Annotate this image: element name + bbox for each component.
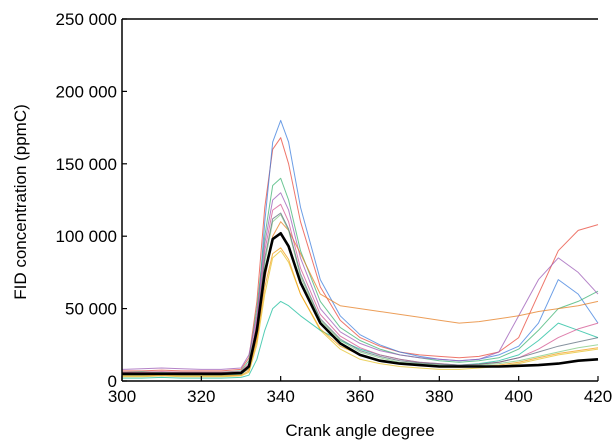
x-tick-label: 340 [266, 387, 294, 406]
y-axis-label: FID concentration (ppmC) [11, 104, 30, 300]
series-line-11 [122, 247, 599, 377]
y-tick-label: 200 000 [56, 82, 117, 101]
series-line-5 [121, 192, 599, 370]
series-line-1 [122, 137, 599, 372]
y-tick-label: 100 000 [56, 227, 117, 246]
y-tick-label: 150 000 [56, 155, 117, 174]
x-tick-label: 400 [504, 387, 532, 406]
series-layer [121, 119, 599, 379]
x-tick-label: 300 [108, 387, 136, 406]
series-line-mean [122, 232, 599, 376]
series-line-8 [122, 203, 599, 373]
x-axis-title: Crank angle degree [285, 421, 434, 440]
y-tick-label: 0 [108, 372, 117, 391]
y-axis-title: FID concentration (ppmC) [11, 104, 30, 300]
x-tick-label: 360 [346, 387, 374, 406]
y-tick-label: 50 000 [65, 300, 117, 319]
x-axis-label: Crank angle degree [285, 421, 434, 440]
x-tick-label: 320 [187, 387, 215, 406]
axes-layer: 300 320 340 360 380 400 420 0 50 000 100 000 150 0… [56, 10, 613, 406]
y-tick-label: 250 000 [56, 10, 117, 29]
x-tick-label: 420 [584, 387, 612, 406]
series-line-7 [122, 300, 599, 379]
x-tick-label: 380 [425, 387, 453, 406]
